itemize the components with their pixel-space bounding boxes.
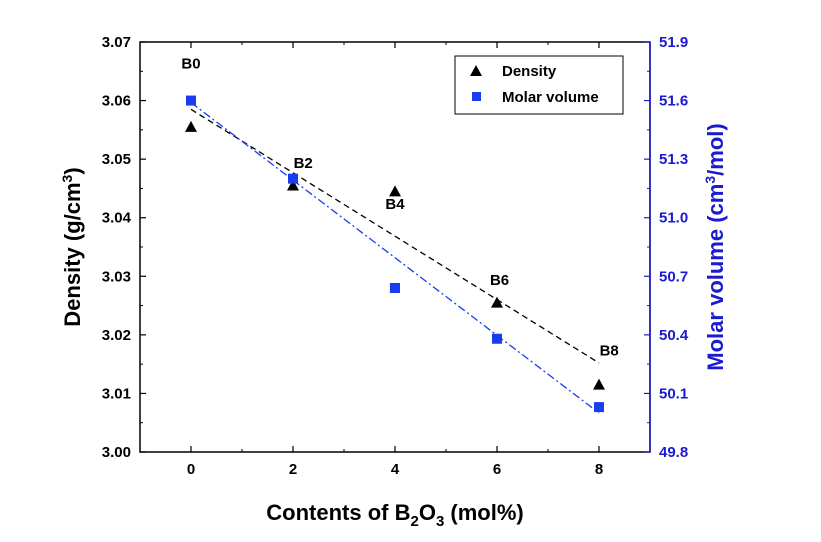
- y-right-tick-label: 51.6: [659, 93, 688, 110]
- y-right-axis-title-main: Molar volume (cm: [703, 184, 728, 371]
- data-marks: [185, 95, 605, 413]
- y-right-tick-label: 50.4: [659, 327, 689, 344]
- x-axis-title-sub1: 2: [410, 513, 418, 530]
- y-left-tick-label: 3.02: [102, 327, 131, 344]
- y-left-axis-title-end: ): [60, 167, 85, 174]
- x-tick-label: 8: [595, 461, 603, 478]
- point-label-b8: B8: [600, 342, 619, 359]
- molar-volume-point: [492, 333, 502, 344]
- y-left-axis-title-sup: 3: [59, 174, 75, 182]
- legend-density-marker: [470, 65, 482, 76]
- density-point: [593, 378, 605, 390]
- molar-volume-point: [186, 95, 196, 106]
- density-fit-line: [190, 108, 600, 364]
- point-label-b4: B4: [385, 196, 405, 213]
- x-tick-label: 4: [391, 461, 400, 478]
- molar-volume-point: [390, 283, 400, 293]
- fit-lines: [190, 102, 600, 414]
- x-axis-title: Contents of B2O3 (mol%): [266, 500, 523, 530]
- point-label-b0: B0: [181, 55, 200, 72]
- y-right-axis-title-sup: 3: [702, 176, 718, 184]
- legend-molar-volume-label: Molar volume: [502, 89, 599, 106]
- y-left-tick-label: 3.06: [102, 93, 131, 110]
- y-left-tick-label: 3.00: [102, 444, 131, 461]
- y-left-tick-label: 3.01: [102, 385, 131, 402]
- legend-density-label: Density: [502, 63, 557, 80]
- y-right-tick-label: 51.0: [659, 210, 688, 227]
- density-point: [389, 185, 401, 197]
- molar-volume-point: [594, 402, 604, 413]
- y-right-tick-label: 49.8: [659, 444, 688, 461]
- legend-box: [454, 55, 624, 115]
- legend-molar-volume-marker: [472, 92, 481, 101]
- axis-ticks: 0 2 4 6 8 3.00 3.01 3.02 3.03 3.04 3.05 3.06 3.07 49.…: [102, 34, 689, 478]
- molar-volume-point: [288, 173, 298, 184]
- y-right-tick-label: 50.7: [659, 268, 688, 285]
- x-axis-title-mid: O: [419, 500, 436, 525]
- point-label-b6: B6: [490, 272, 509, 289]
- y-left-tick-label: 3.04: [102, 210, 132, 227]
- x-tick-label: 2: [289, 461, 297, 478]
- legend: Density Molar volume: [454, 55, 624, 115]
- density-point: [185, 120, 197, 132]
- y-left-axis-title: Density (g/cm3): [59, 167, 85, 326]
- y-left-tick-label: 3.07: [102, 34, 131, 51]
- density-point: [287, 179, 299, 191]
- molar-volume-fit-line: [190, 102, 600, 414]
- x-axis-title-sub2: 3: [436, 513, 444, 530]
- point-label-b2: B2: [294, 155, 313, 172]
- density-point: [491, 296, 503, 308]
- y-right-axis-title: Molar volume (cm3/mol): [702, 123, 728, 370]
- y-right-tick-label: 51.3: [659, 151, 688, 168]
- y-right-tick-label: 51.9: [659, 34, 688, 51]
- y-left-axis-title-main: Density (g/cm: [60, 182, 85, 326]
- y-left-tick-label: 3.03: [102, 268, 131, 285]
- y-right-axis-title-end: /mol): [703, 123, 728, 176]
- y-left-tick-label: 3.05: [102, 151, 131, 168]
- x-tick-label: 6: [493, 461, 501, 478]
- y-right-tick-label: 50.1: [659, 385, 688, 402]
- x-axis-title-prefix: Contents of B: [266, 500, 410, 525]
- x-tick-label: 0: [187, 461, 195, 478]
- x-axis-title-suffix: (mol%): [444, 500, 523, 525]
- point-labels: B0 B2 B4 B6 B8: [181, 55, 618, 359]
